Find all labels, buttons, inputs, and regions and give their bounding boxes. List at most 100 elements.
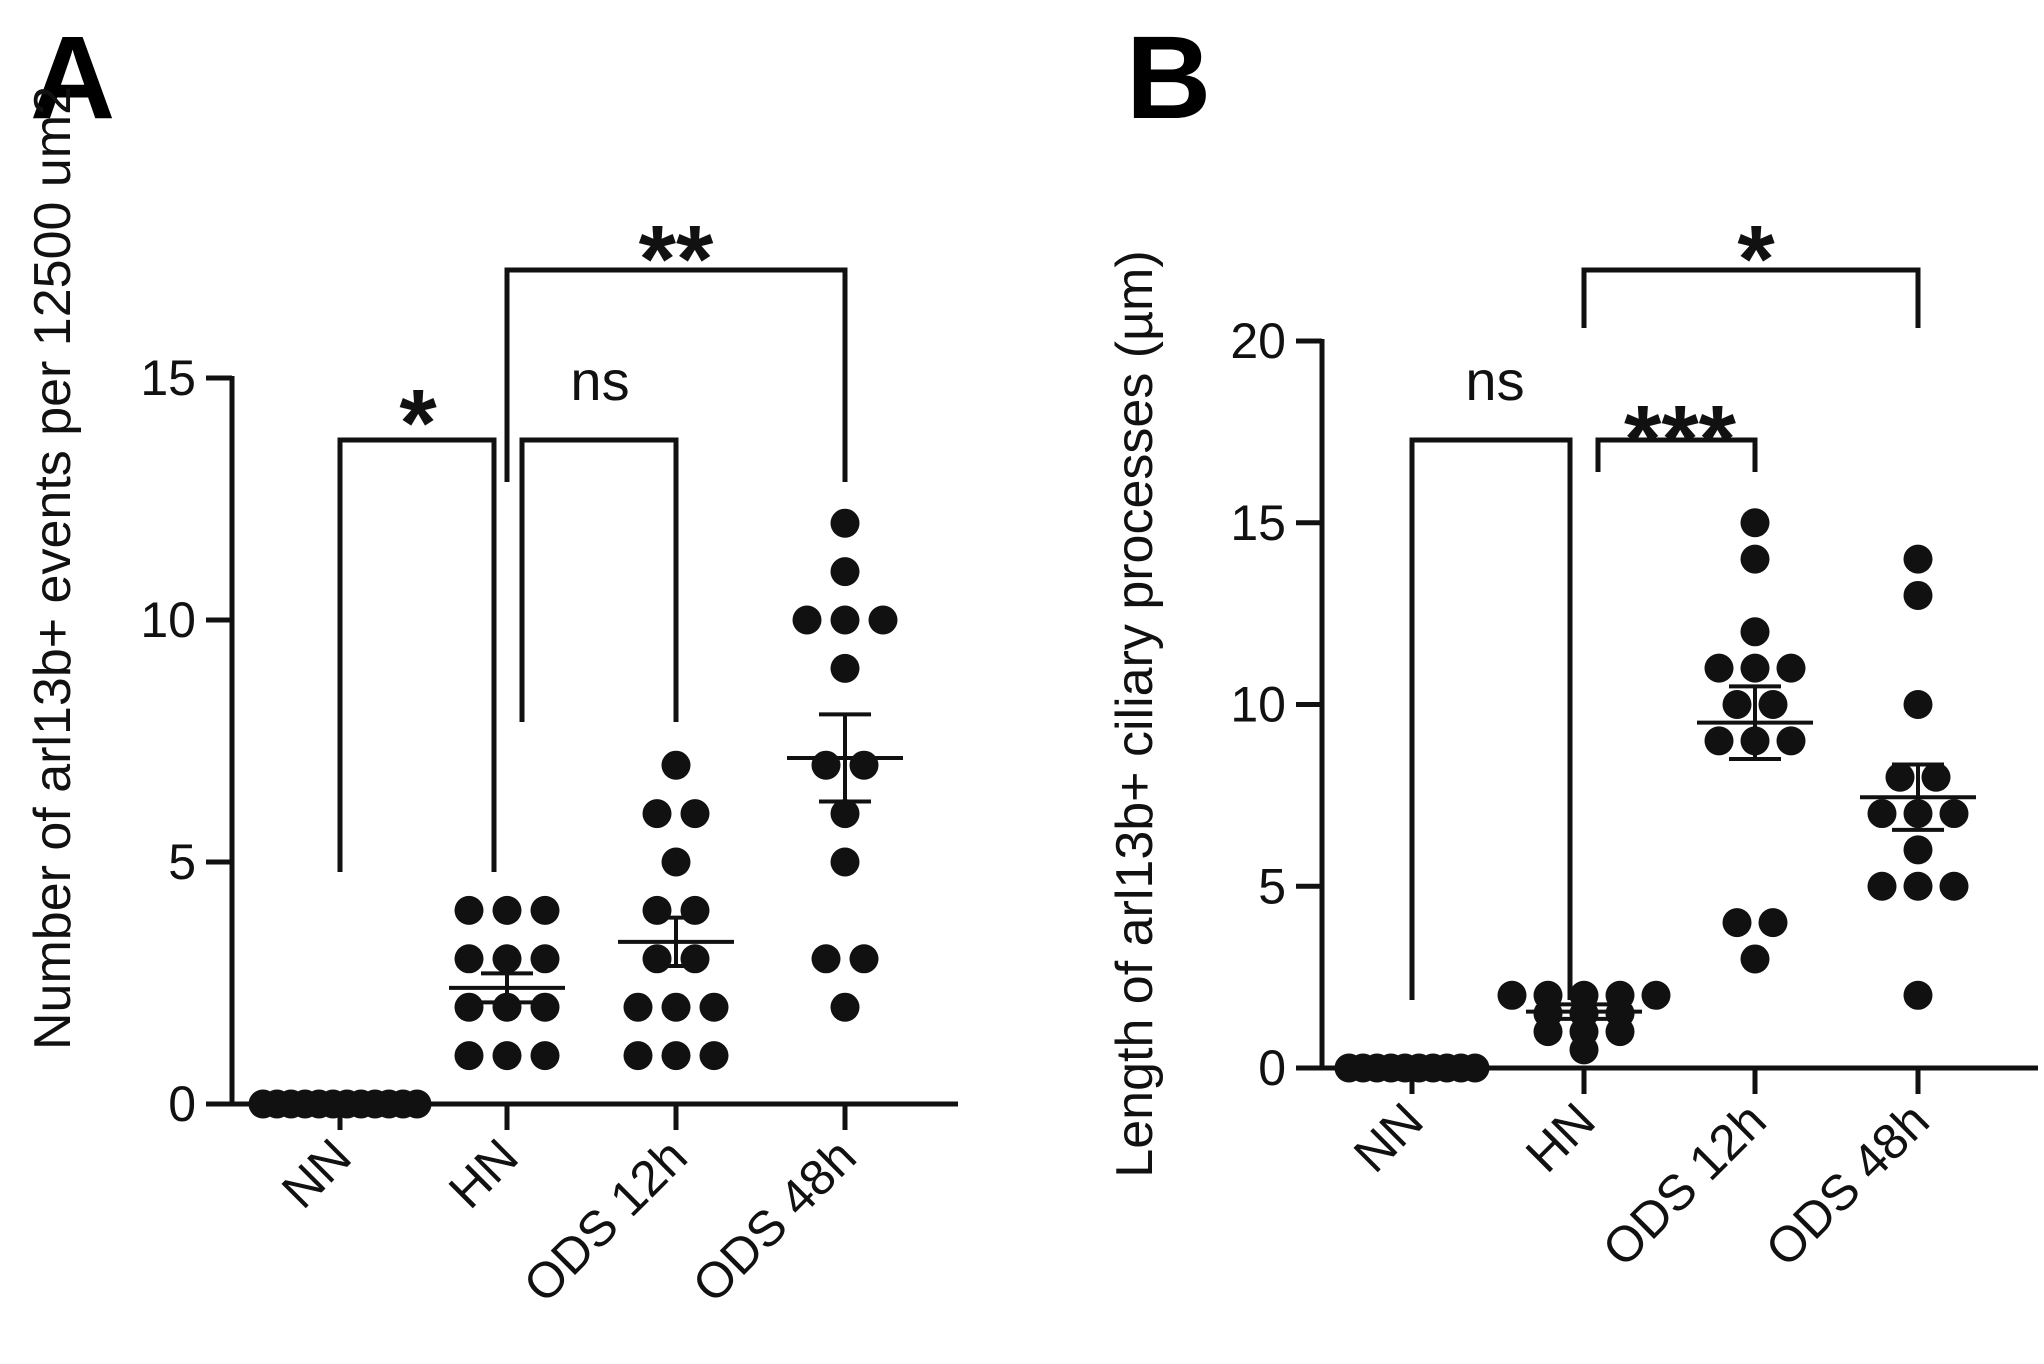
- data-point: [530, 1041, 560, 1071]
- y-tick-label: 10: [1230, 677, 1286, 733]
- data-point: [1740, 617, 1770, 647]
- data-point: [830, 992, 860, 1022]
- data-point: [1704, 726, 1734, 756]
- data-point: [642, 799, 672, 829]
- x-tick-label: NN: [271, 1128, 362, 1219]
- data-point: [1903, 871, 1933, 901]
- data-point: [1740, 653, 1770, 683]
- data-point: [830, 653, 860, 683]
- marks-b: [1334, 508, 1976, 1083]
- data-point: [530, 944, 560, 974]
- data-point: [1740, 508, 1770, 538]
- y-tick-label: 0: [168, 1076, 196, 1132]
- x-tick-label: ODS 48h: [682, 1128, 867, 1313]
- data-point: [1939, 799, 1969, 829]
- significance-a: * ns**: [337, 206, 848, 872]
- significance-bracket: [1581, 267, 1921, 328]
- data-point: [849, 944, 879, 974]
- data-point: [830, 508, 860, 538]
- data-point: [623, 1041, 653, 1071]
- data-point: [1939, 871, 1969, 901]
- significance-label: *: [399, 370, 437, 477]
- data-point: [402, 1089, 432, 1119]
- significance-label: ns: [1465, 349, 1524, 412]
- data-point: [1722, 908, 1752, 938]
- y-axis-label-a: Number of arl13b+ events per 12500 um2: [24, 86, 82, 1050]
- data-point: [492, 1041, 522, 1071]
- data-point: [642, 944, 672, 974]
- data-point: [1569, 1035, 1599, 1065]
- data-point: [1758, 908, 1788, 938]
- data-point: [680, 799, 710, 829]
- significance-label: **: [639, 206, 714, 313]
- data-point: [830, 605, 860, 635]
- data-point: [1903, 580, 1933, 610]
- panel-letter-b: B: [1126, 12, 1211, 144]
- data-point: [1921, 762, 1951, 792]
- data-point: [454, 895, 484, 925]
- x-tick-label: HN: [438, 1128, 529, 1219]
- data-point: [868, 605, 898, 635]
- marks-a: [248, 508, 903, 1119]
- x-tick-label: ODS 12h: [513, 1128, 698, 1313]
- data-point: [1903, 835, 1933, 865]
- data-point: [1460, 1053, 1490, 1083]
- x-tick-label: ODS 48h: [1755, 1092, 1940, 1277]
- data-point: [661, 847, 691, 877]
- significance-bracket: [337, 437, 497, 872]
- data-point: [1867, 871, 1897, 901]
- panel-b: B Length of arl13b+ ciliary processes (µ…: [1106, 12, 2038, 1277]
- data-point: [454, 992, 484, 1022]
- data-point: [830, 557, 860, 587]
- y-tick-label: 5: [168, 834, 196, 890]
- data-point: [680, 944, 710, 974]
- x-tick-label: HN: [1515, 1092, 1606, 1183]
- data-point: [454, 944, 484, 974]
- data-point: [492, 895, 522, 925]
- data-point: [661, 992, 691, 1022]
- data-point: [792, 605, 822, 635]
- data-point: [811, 750, 841, 780]
- y-tick-label: 15: [1230, 495, 1286, 551]
- data-point: [1776, 653, 1806, 683]
- data-point: [492, 992, 522, 1022]
- data-point: [849, 750, 879, 780]
- data-point: [454, 1041, 484, 1071]
- x-tick-label: ODS 12h: [1592, 1092, 1777, 1277]
- y-tick-label: 15: [140, 350, 196, 406]
- x-tick-label: NN: [1343, 1092, 1434, 1183]
- y-tick-label: 10: [140, 592, 196, 648]
- data-point: [1758, 690, 1788, 719]
- significance-b: ns ****: [1409, 206, 1921, 1000]
- data-point: [642, 895, 672, 925]
- data-point: [623, 992, 653, 1022]
- data-point: [1903, 544, 1933, 574]
- significance-bracket: [519, 437, 679, 722]
- data-point: [530, 992, 560, 1022]
- data-point: [1641, 980, 1671, 1010]
- data-point: [1776, 726, 1806, 756]
- significance-label: ns: [570, 349, 629, 412]
- data-point: [680, 895, 710, 925]
- data-point: [1885, 762, 1915, 792]
- data-point: [1704, 653, 1734, 683]
- data-point: [1903, 980, 1933, 1010]
- significance-bracket: [1409, 437, 1573, 1000]
- data-point: [811, 944, 841, 974]
- data-point: [1740, 944, 1770, 974]
- data-point: [830, 847, 860, 877]
- y-axis-label-b: Length of arl13b+ ciliary processes (µm): [1106, 250, 1164, 1177]
- data-point: [1740, 544, 1770, 574]
- data-point: [661, 1041, 691, 1071]
- data-point: [699, 992, 729, 1022]
- y-tick-label: 0: [1258, 1040, 1286, 1096]
- significance-bracket: [504, 267, 848, 482]
- data-point: [530, 895, 560, 925]
- significance-label: *: [1737, 206, 1775, 313]
- data-point: [1497, 980, 1527, 1010]
- data-point: [699, 1041, 729, 1071]
- panel-letter-a: A: [30, 12, 115, 144]
- significance-label: ***: [1624, 386, 1737, 493]
- y-tick-label: 20: [1230, 313, 1286, 369]
